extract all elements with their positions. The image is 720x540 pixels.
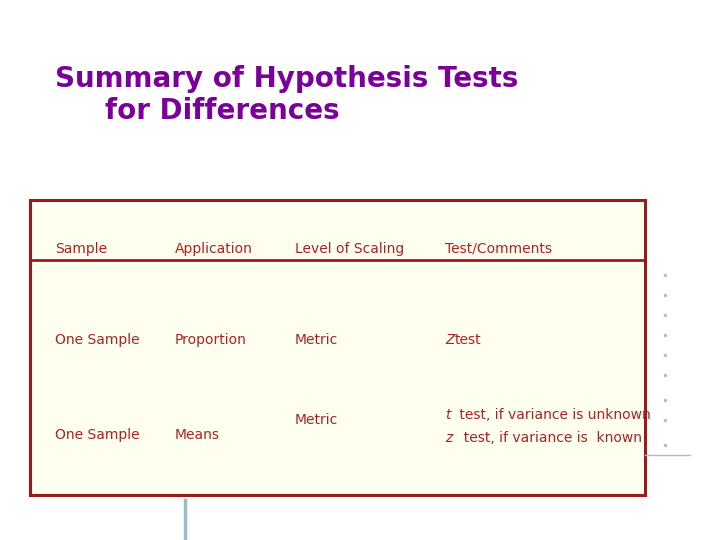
Text: test, if variance is  known: test, if variance is known [455,431,642,445]
Text: Level of Scaling: Level of Scaling [295,242,404,256]
Text: Proportion: Proportion [175,333,247,347]
Text: Means: Means [175,428,220,442]
Text: t: t [445,408,451,422]
Text: Application: Application [175,242,253,256]
Text: test, if variance is unknown: test, if variance is unknown [455,408,651,422]
Text: test: test [455,333,482,347]
Text: for Differences: for Differences [105,97,340,125]
Text: Summary of Hypothesis Tests: Summary of Hypothesis Tests [55,65,518,93]
Text: Metric: Metric [295,413,338,427]
FancyBboxPatch shape [30,200,645,495]
Text: One Sample: One Sample [55,333,140,347]
Text: Z: Z [445,333,454,347]
Text: Test/Comments: Test/Comments [445,242,552,256]
Text: One Sample: One Sample [55,428,140,442]
Text: z: z [445,431,452,445]
Text: Metric: Metric [295,333,338,347]
Text: Sample: Sample [55,242,107,256]
